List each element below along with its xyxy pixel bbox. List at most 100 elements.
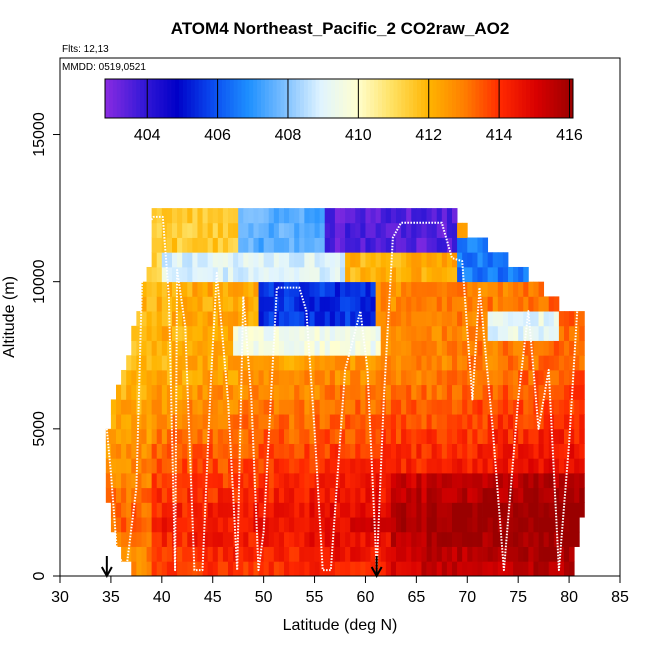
heatmap-cell	[146, 502, 153, 518]
colorbar-swatch	[108, 79, 114, 118]
heatmap-cell	[482, 502, 489, 518]
heatmap-cell	[411, 517, 417, 533]
colorbar-swatch	[467, 79, 473, 118]
heatmap-cell	[329, 458, 336, 474]
heatmap-cell	[284, 502, 290, 518]
heatmap-cell	[299, 443, 305, 459]
colorbar-swatch	[120, 79, 125, 118]
heatmap-cell	[426, 281, 433, 297]
heatmap-cell	[574, 414, 580, 430]
heatmap-cell	[543, 502, 550, 518]
heatmap-cell	[574, 517, 580, 533]
heatmap-cell	[166, 252, 173, 268]
heatmap-cell	[533, 561, 539, 576]
heatmap-cell	[406, 517, 412, 533]
heatmap-cell	[156, 414, 163, 430]
heatmap-cell	[121, 428, 127, 444]
heatmap-cell	[187, 296, 193, 312]
heatmap-cell	[340, 369, 346, 386]
heatmap-cell	[446, 296, 453, 312]
heatmap-cell	[294, 384, 300, 400]
heatmap-cell	[533, 355, 539, 371]
heatmap-cell	[513, 487, 519, 503]
heatmap-cell	[329, 311, 336, 327]
heatmap-cell	[121, 458, 127, 474]
heatmap-cell	[126, 443, 132, 459]
heatmap-cell	[243, 517, 249, 533]
heatmap-cell	[426, 443, 433, 459]
heatmap-cell	[340, 487, 346, 503]
heatmap-cell	[141, 517, 147, 533]
heatmap-cell	[177, 340, 183, 356]
heatmap-cell	[487, 487, 494, 503]
heatmap-cell	[166, 369, 173, 386]
heatmap-cell	[431, 531, 438, 547]
heatmap-cell	[233, 222, 239, 238]
heatmap-cell	[406, 428, 412, 444]
heatmap-cell	[492, 443, 499, 459]
heatmap-cell	[370, 428, 377, 444]
heatmap-cell	[492, 502, 499, 518]
heatmap-cell	[284, 296, 290, 312]
heatmap-cell	[390, 281, 397, 297]
heatmap-cell	[564, 355, 570, 371]
heatmap-cell	[141, 561, 147, 576]
colorbar-swatch	[530, 79, 535, 118]
heatmap-cell	[553, 355, 560, 371]
heatmap-cell	[538, 296, 545, 312]
heatmap-cell	[192, 266, 198, 283]
heatmap-cell	[477, 472, 483, 489]
heatmap-cell	[543, 443, 550, 459]
heatmap-cell	[482, 369, 489, 386]
heatmap-cell	[121, 487, 127, 503]
heatmap-cell	[202, 325, 209, 341]
heatmap-cell	[472, 472, 478, 489]
heatmap-cell	[324, 458, 331, 474]
heatmap-cell	[365, 399, 371, 415]
heatmap-cell	[497, 325, 504, 341]
heatmap-cell	[131, 458, 137, 474]
heatmap-cell	[431, 237, 438, 253]
heatmap-cell	[385, 531, 392, 547]
heatmap-cell	[243, 487, 249, 503]
heatmap-cell	[472, 311, 478, 327]
heatmap-cell	[446, 222, 453, 238]
heatmap-cell	[558, 487, 565, 503]
heatmap-cell	[390, 266, 397, 283]
heatmap-cell	[136, 531, 142, 547]
heatmap-cell	[299, 222, 305, 238]
heatmap-cell	[370, 281, 377, 297]
heatmap-cell	[396, 487, 402, 503]
heatmap-cell	[396, 472, 402, 489]
heatmap-cell	[441, 531, 448, 547]
heatmap-cell	[431, 414, 438, 430]
heatmap-cell	[156, 340, 163, 356]
heatmap-cell	[258, 266, 265, 283]
heatmap-cell	[564, 340, 570, 356]
heatmap-cell	[278, 458, 285, 474]
heatmap-cell	[370, 325, 377, 341]
heatmap-cell	[390, 443, 397, 459]
heatmap-cell	[436, 399, 443, 415]
heatmap-cell	[558, 325, 565, 341]
heatmap-cell	[294, 325, 300, 341]
heatmap-cell	[228, 311, 234, 327]
heatmap-cell	[513, 443, 519, 459]
heatmap-cell	[268, 546, 275, 562]
heatmap-cell	[294, 561, 300, 576]
colorbar-swatch	[268, 79, 274, 118]
heatmap-cell	[192, 472, 198, 489]
heatmap-cell	[273, 502, 280, 518]
heatmap-cell	[538, 487, 545, 503]
heatmap-cell	[462, 414, 468, 430]
heatmap-cell	[258, 487, 265, 503]
colorbar-swatch	[440, 79, 445, 118]
heatmap-cell	[161, 340, 168, 356]
heatmap-cell	[426, 502, 433, 518]
heatmap-cell	[314, 502, 321, 518]
heatmap-cell	[268, 414, 275, 430]
heatmap-cell	[309, 472, 315, 489]
heatmap-cell	[161, 325, 168, 341]
heatmap-cell	[243, 399, 249, 415]
